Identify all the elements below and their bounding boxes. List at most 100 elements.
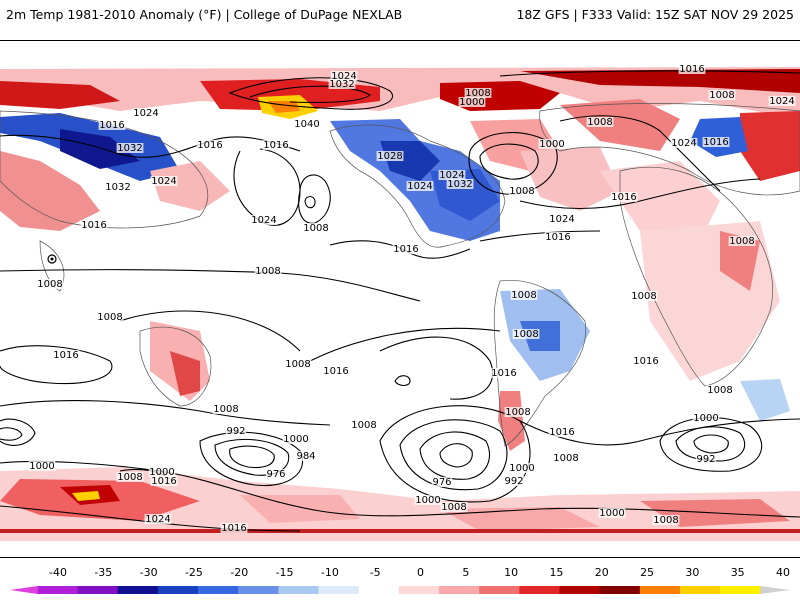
isobar-label: 1008 <box>213 404 238 415</box>
isobar-label-bg <box>52 350 80 360</box>
isobar-label: 1016 <box>81 220 106 231</box>
isobar-label: 1024 <box>133 108 158 119</box>
isobar-label: 1000 <box>539 139 564 150</box>
isobar-label-bg <box>768 96 796 106</box>
isobar-label-bg <box>328 79 356 89</box>
isobar-label: 1024 <box>331 71 356 82</box>
isobar-label-bg <box>508 463 536 473</box>
colorbar-swatch <box>37 586 79 594</box>
pressure-center-marker <box>47 254 57 264</box>
isobar-label-bg <box>262 140 290 150</box>
isobar-label-bg <box>728 236 756 246</box>
isobar-label: 1000 <box>29 461 54 472</box>
colorbar-swatch <box>559 586 601 594</box>
colorbar-tick-label: -40 <box>49 566 67 579</box>
coastlines <box>0 103 800 447</box>
isobar-label: 1016 <box>633 356 658 367</box>
isobar-label: 1008 <box>303 223 328 234</box>
colorbar-swatch <box>599 586 641 594</box>
isobar-label: 1000 <box>283 434 308 445</box>
isobar-label-bg <box>225 426 247 436</box>
isobar-label-bg <box>212 404 240 414</box>
isobar-label: 1024 <box>769 96 794 107</box>
colorbar-swatch <box>358 586 400 594</box>
isobar-label-bg <box>132 108 160 118</box>
isobar-label-bg <box>104 182 132 192</box>
colorbar-swatch <box>680 586 721 594</box>
colorbar-swatch <box>77 586 119 594</box>
isobar-label-bg <box>504 407 532 417</box>
isobar-label: 1032 <box>105 182 130 193</box>
colorbar-tick-label: 30 <box>685 566 699 579</box>
isobar-label: 1008 <box>465 88 490 99</box>
isobar-label: 992 <box>504 476 523 487</box>
isobar-label-bg <box>80 220 108 230</box>
isobar-label: 1016 <box>221 523 246 534</box>
isobar-label: 1016 <box>491 368 516 379</box>
isobar-label-bg <box>254 266 282 276</box>
isobar-label: 1008 <box>709 90 734 101</box>
isobar-label-bg <box>144 514 172 524</box>
colorbar-swatch <box>639 586 681 594</box>
isobar-label-bg <box>695 454 717 464</box>
pressure-center-dot <box>50 257 54 261</box>
isobar-label: 1024 <box>251 215 276 226</box>
isobar-label-bg <box>586 117 614 127</box>
isobar-label: 1000 <box>599 508 624 519</box>
isobar-label-bg <box>548 214 576 224</box>
isobar-label-bg <box>544 232 572 242</box>
isobar-label: 1008 <box>513 329 538 340</box>
isobar-label: 1016 <box>549 427 574 438</box>
isobar-label: 1016 <box>393 244 418 255</box>
isobar-label-bg <box>295 451 317 461</box>
isobar-contours <box>0 70 800 532</box>
isobar-label-bg <box>503 476 525 486</box>
colorbar-tick-label: 25 <box>640 566 654 579</box>
colorbar-svg: -40 -35 -30 -25 -20 -15 -10 -5 0 5 10 15 20 25 30 35 40 <box>10 566 790 594</box>
isobar-label-bg <box>630 291 658 301</box>
isobar-label: 1032 <box>447 179 472 190</box>
isobar-label-bg <box>350 420 378 430</box>
isobar-label: 1008 <box>553 453 578 464</box>
isobar-label-bg <box>692 413 720 423</box>
colorbar-swatch <box>238 586 279 594</box>
isobar-label-bg <box>293 119 321 129</box>
isobar-label-bg <box>150 176 178 186</box>
isobar-label-bg <box>632 356 660 366</box>
isobar-label-bg <box>414 495 442 505</box>
colorbar-tick-label: 0 <box>417 566 424 579</box>
colorbar-tick-label: 40 <box>776 566 790 579</box>
isobar-label: 1008 <box>511 290 536 301</box>
colorbar-swatch <box>278 586 320 594</box>
isobar-label-bg <box>330 71 358 81</box>
isobar-label: 1008 <box>441 502 466 513</box>
isobar-label-bg <box>196 140 224 150</box>
isobar-label: 1016 <box>545 232 570 243</box>
isobar-label-bg <box>508 186 536 196</box>
isobar-label: 1028 <box>377 151 402 162</box>
isobar-label: 1016 <box>151 476 176 487</box>
isobar-label-bg <box>652 515 680 525</box>
colorbar-tick-labels: -40 -35 -30 -25 -20 -15 -10 -5 0 5 10 15 20 25 30 35 40 <box>49 566 790 579</box>
isobar-label-bg <box>464 88 492 98</box>
isobar-labels: 1024103210161008100010081024101610241040… <box>28 64 796 534</box>
colorbar-tick-label: -30 <box>140 566 158 579</box>
isobar-label: 1032 <box>117 143 142 154</box>
isobar-label-bg <box>265 469 287 479</box>
isobar-label-bg <box>510 290 538 300</box>
isobar-label: 992 <box>226 426 245 437</box>
isobar-label-bg <box>708 90 736 100</box>
colorbar-swatch <box>198 586 239 594</box>
colorbar-swatch <box>398 586 440 594</box>
isobar-label: 1016 <box>611 192 636 203</box>
anomaly-map[interactable]: 1024 1032 1016 1008 1000 1008 1024 1016 1024 1040… <box>0 40 800 558</box>
colorbar-tick-label: 15 <box>549 566 563 579</box>
isobar-label-bg <box>552 453 580 463</box>
isobar-label-bg <box>392 244 420 254</box>
isobar-label: 1008 <box>653 515 678 526</box>
isobar-label: 1008 <box>505 407 530 418</box>
isobar-label: 1008 <box>285 359 310 370</box>
colorbar-swatch <box>519 586 561 594</box>
isobar-label-bg <box>406 181 434 191</box>
colorbar-tick-label: 20 <box>595 566 609 579</box>
